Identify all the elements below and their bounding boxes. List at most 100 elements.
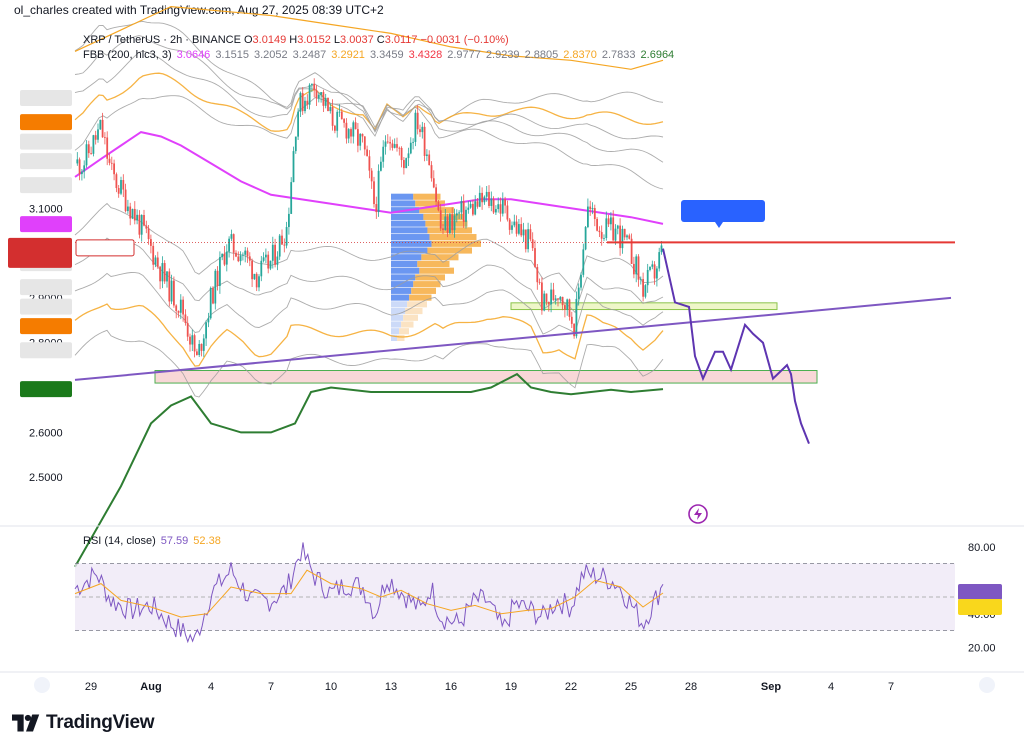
rsi-tag-52.38 <box>958 599 1002 615</box>
candle-body <box>564 305 566 310</box>
candle-body <box>511 225 513 230</box>
candle-body <box>219 257 221 286</box>
candle-body <box>124 189 127 212</box>
rsi-legend-rsi: 57.59 <box>161 535 189 547</box>
vp-bar-sell-15 <box>409 294 432 301</box>
candle-body <box>200 343 203 351</box>
legend-h_label: H <box>286 34 297 46</box>
candle-body <box>97 129 99 140</box>
candle-body <box>439 210 442 229</box>
projection-path[interactable] <box>662 248 810 444</box>
candle-body <box>508 219 511 230</box>
candle-body <box>99 119 102 130</box>
candle-body <box>324 97 327 106</box>
candle-body <box>478 192 481 207</box>
candle-body <box>428 154 431 166</box>
candle-body <box>163 263 166 282</box>
rsi-pane <box>74 542 955 644</box>
vp-bar-buy-15 <box>391 294 410 301</box>
fbb-upper-band-2 <box>74 72 664 132</box>
candle-body <box>409 142 412 154</box>
trendline[interactable] <box>74 296 952 381</box>
candle-body <box>380 161 382 171</box>
candle-body <box>127 206 129 212</box>
candle-body <box>85 144 88 166</box>
vp-bar-sell-1 <box>415 200 445 207</box>
candle-body <box>161 263 164 282</box>
candle-body <box>591 208 594 210</box>
price-tag-3.2921 <box>20 114 72 131</box>
candle-body <box>122 180 125 190</box>
tradingview-logo[interactable]: TradingView <box>12 712 155 734</box>
auto-scale-button[interactable] <box>979 677 995 693</box>
candle-body <box>237 256 240 262</box>
candle-body <box>265 254 267 258</box>
price-tag-2.7833 <box>20 342 72 359</box>
candle-body <box>455 213 458 216</box>
candle-body <box>651 264 654 267</box>
candle-body <box>343 119 345 123</box>
price-tag-3.1515 <box>20 177 72 194</box>
candle-body <box>260 260 263 277</box>
fbb-legend-value: 3.0646 <box>177 49 211 61</box>
fbb-lower-band-5 <box>74 329 664 398</box>
candle-body <box>131 208 134 219</box>
candle-body <box>593 208 596 219</box>
vp-bar-buy-3 <box>391 213 424 220</box>
candle-body <box>460 201 463 213</box>
rsi-tick-label: 80.00 <box>968 542 996 554</box>
candle-body <box>490 198 493 206</box>
candle-body <box>589 206 592 210</box>
time-tick-label: Aug <box>140 681 161 693</box>
price-tick-label: 2.6000 <box>29 427 63 439</box>
candle-body <box>331 107 334 126</box>
candle-body <box>329 107 332 112</box>
zoom-button[interactable] <box>34 677 50 693</box>
candle-body <box>340 111 343 120</box>
fbb-legend-name: FBB (200, hlc3, 3) <box>83 49 172 61</box>
candle-body <box>361 133 364 137</box>
candle-body <box>403 160 405 169</box>
fbb-lower-band-1 <box>74 202 664 293</box>
legend-o_label: O <box>244 34 253 46</box>
fbb-legend-value: 2.6964 <box>641 49 675 61</box>
candle-body <box>573 323 575 337</box>
fbb-bands <box>74 5 664 568</box>
vp-bar-buy-6 <box>391 234 430 241</box>
candles <box>76 78 663 358</box>
candle-body <box>437 201 440 211</box>
vp-bar-sell-21 <box>397 334 405 341</box>
candle-body <box>267 254 270 269</box>
candle-body <box>557 298 559 300</box>
legend-name: XRP / TetherUS · 2h · BINANCE <box>83 34 244 46</box>
candle-body <box>145 225 148 229</box>
candle-body <box>173 280 175 306</box>
candle-body <box>104 137 106 139</box>
poc-callout[interactable] <box>681 200 765 222</box>
candle-body <box>154 257 157 265</box>
candle-body <box>568 299 571 317</box>
candle-body <box>614 228 617 241</box>
vp-bar-buy-7 <box>391 240 432 247</box>
candle-body <box>626 235 628 238</box>
vp-bar-sell-10 <box>417 260 450 268</box>
candle-body <box>524 229 527 250</box>
time-tick-label: 22 <box>565 681 577 693</box>
candle-body <box>212 288 214 304</box>
candle-body <box>407 153 410 159</box>
candle-body <box>393 144 396 148</box>
candle-body <box>656 268 658 279</box>
candle-body <box>283 244 286 246</box>
zone-1[interactable] <box>154 370 818 384</box>
candle-body <box>522 229 525 236</box>
rsi-legend-ma: 52.38 <box>193 535 221 547</box>
candle-body <box>308 84 311 105</box>
fbb-lower-band-4 <box>74 303 664 367</box>
candle-body <box>274 244 276 265</box>
candle-body <box>248 256 251 261</box>
candle-body <box>465 209 467 222</box>
current-price-tag <box>8 237 72 268</box>
candle-body <box>543 293 546 311</box>
fbb-legend: FBB (200, hlc3, 3) 3.0646 3.1515 3.2052 3.24… <box>83 49 674 61</box>
